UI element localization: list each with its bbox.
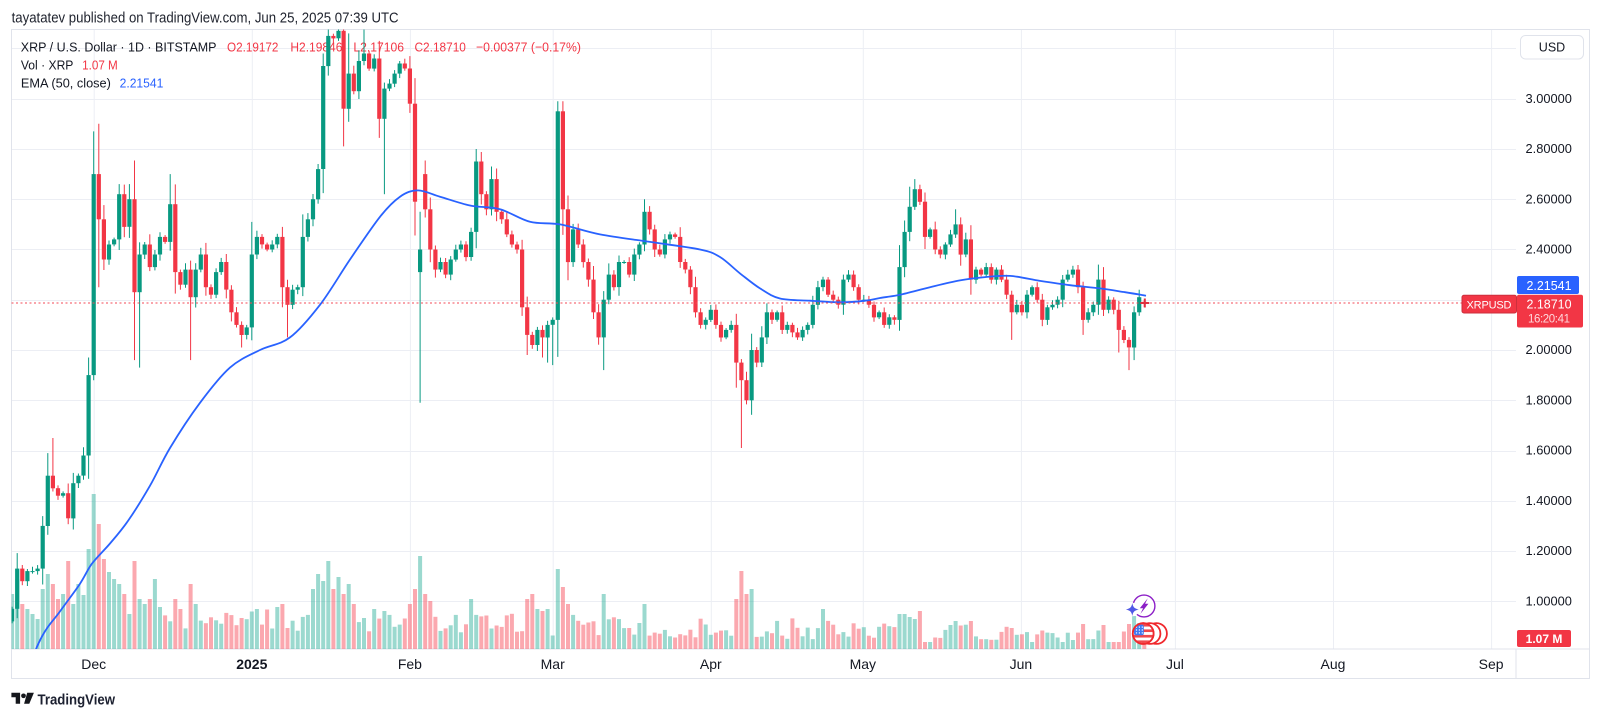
svg-text:1.07 M: 1.07 M — [82, 58, 118, 73]
svg-text:L2.17106: L2.17106 — [353, 40, 404, 55]
svg-text:XRPUSD: XRPUSD — [1467, 300, 1512, 312]
svg-text:2025: 2025 — [236, 656, 267, 672]
svg-text:3.00000: 3.00000 — [1526, 92, 1572, 106]
svg-text:Jun: Jun — [1010, 656, 1033, 672]
svg-text:H2.19846: H2.19846 — [290, 40, 342, 55]
svg-text:Apr: Apr — [700, 656, 722, 672]
svg-text:2.40000: 2.40000 — [1526, 243, 1572, 257]
svg-text:Vol · XRP: Vol · XRP — [21, 58, 74, 73]
svg-text:O2.19172: O2.19172 — [227, 40, 278, 55]
svg-text:XRP / U.S. Dollar · 1D · BITST: XRP / U.S. Dollar · 1D · BITSTAMP — [21, 40, 217, 55]
svg-text:1.20000: 1.20000 — [1526, 544, 1572, 558]
svg-text:1.07 M: 1.07 M — [1526, 632, 1563, 646]
svg-text:TradingView: TradingView — [38, 692, 116, 709]
svg-text:USD: USD — [1539, 41, 1565, 55]
svg-text:2.00000: 2.00000 — [1526, 343, 1572, 357]
svg-text:16:20:41: 16:20:41 — [1528, 313, 1570, 325]
svg-text:Feb: Feb — [398, 656, 422, 672]
svg-text:−0.00377 (−0.17%): −0.00377 (−0.17%) — [476, 40, 581, 55]
svg-text:Dec: Dec — [81, 656, 106, 672]
svg-text:Aug: Aug — [1321, 656, 1346, 672]
svg-text:2.18710: 2.18710 — [1527, 297, 1572, 311]
svg-text:Jul: Jul — [1166, 656, 1184, 672]
svg-text:1.40000: 1.40000 — [1526, 494, 1572, 508]
svg-text:May: May — [850, 656, 876, 672]
svg-text:Sep: Sep — [1479, 656, 1504, 672]
svg-text:Mar: Mar — [541, 656, 565, 672]
svg-text:C2.18710: C2.18710 — [415, 40, 466, 55]
svg-text:2.80000: 2.80000 — [1526, 142, 1572, 156]
svg-text:2.21541: 2.21541 — [120, 76, 164, 91]
svg-text:1.00000: 1.00000 — [1526, 595, 1572, 609]
svg-text:1.80000: 1.80000 — [1526, 394, 1572, 408]
svg-text:2.21541: 2.21541 — [1527, 279, 1572, 293]
svg-text:EMA (50, close): EMA (50, close) — [21, 76, 111, 91]
svg-text:tayatatev published on Trading: tayatatev published on TradingView.com, … — [12, 10, 399, 27]
svg-text:2.60000: 2.60000 — [1526, 192, 1572, 206]
svg-text:1.60000: 1.60000 — [1526, 444, 1572, 458]
